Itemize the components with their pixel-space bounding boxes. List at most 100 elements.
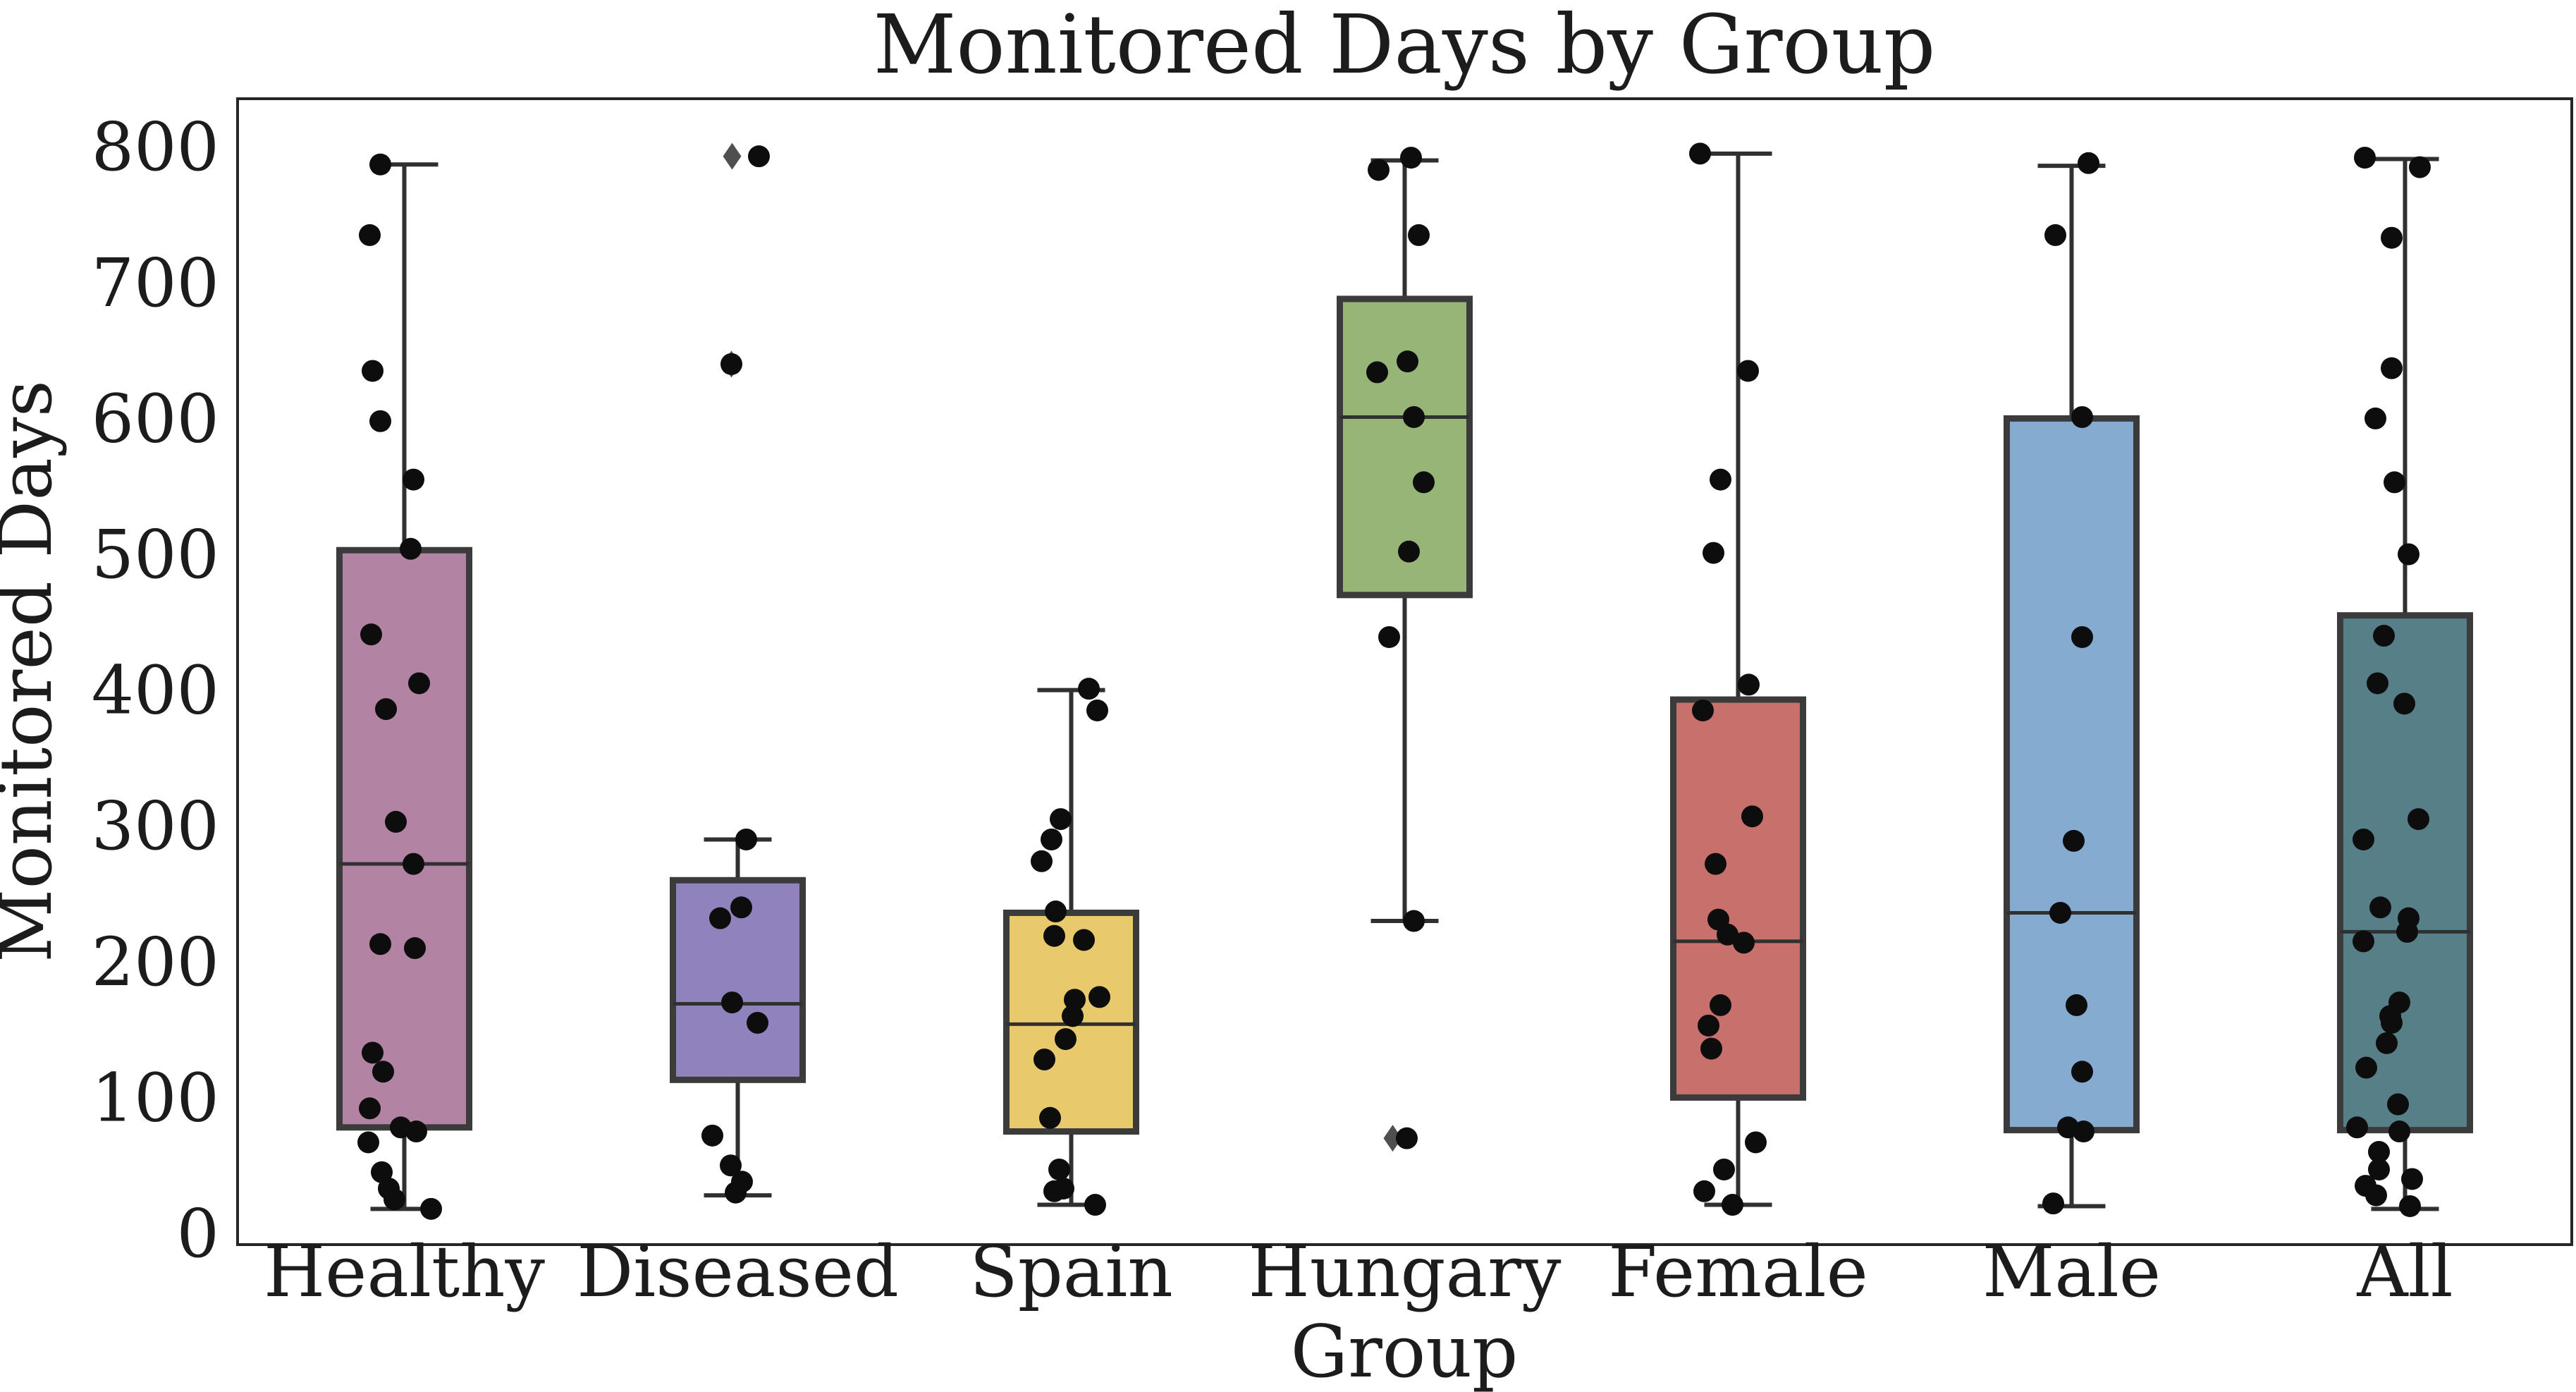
strip-point	[2071, 405, 2093, 428]
strip-point	[1733, 932, 1755, 954]
strip-point	[385, 810, 407, 833]
strip-point	[375, 698, 397, 721]
strip-point	[369, 933, 391, 956]
x-tick-label-spain: Spain	[969, 1231, 1173, 1313]
strip-point	[1713, 1158, 1735, 1180]
strip-point	[2073, 1121, 2094, 1143]
strip-point	[1703, 542, 1724, 564]
strip-point	[1062, 1005, 1084, 1027]
strip-point	[369, 410, 391, 432]
strip-point	[1700, 1037, 1722, 1060]
strip-point	[372, 1061, 394, 1083]
strip-point	[720, 1154, 742, 1177]
strip-point	[2354, 147, 2376, 169]
strip-point	[2387, 1093, 2409, 1116]
strip-point	[359, 1097, 381, 1120]
strip-point	[2381, 357, 2403, 379]
strip-point	[1705, 853, 1726, 875]
iqr-box	[1670, 696, 1806, 1101]
strip-point	[1078, 678, 1100, 700]
strip-point	[1366, 361, 1388, 384]
outlier-diamond	[723, 142, 742, 170]
strip-point	[2365, 407, 2386, 429]
strip-point	[369, 153, 391, 176]
strip-point	[1055, 1028, 1077, 1051]
strip-point	[1403, 405, 1425, 428]
strip-point	[2409, 156, 2431, 178]
strip-point	[1408, 224, 1430, 246]
strip-point	[1064, 989, 1086, 1011]
strip-point	[2353, 930, 2374, 953]
y-tick-label: 100	[92, 1059, 219, 1137]
strip-point	[747, 1011, 768, 1034]
y-tick-label: 300	[92, 788, 219, 865]
iqr-box	[336, 547, 472, 1131]
strip-point	[1041, 828, 1062, 850]
strip-point	[730, 896, 752, 919]
strip-point	[2399, 1195, 2421, 1217]
strip-point	[2078, 152, 2099, 174]
strip-point	[359, 224, 381, 246]
strip-point	[1396, 1127, 1418, 1149]
strip-point	[2408, 808, 2429, 831]
strip-point	[1048, 1158, 1070, 1180]
strip-point	[1738, 673, 1760, 696]
strip-point	[2346, 1116, 2368, 1139]
strip-point	[403, 853, 424, 875]
iqr-box	[2337, 612, 2473, 1134]
x-tick-label-all: All	[2356, 1231, 2453, 1313]
strip-point	[701, 1124, 723, 1147]
y-tick-labels: 0 100 200 300 400 500 600 700 800	[92, 109, 219, 1273]
x-axis-label: Group	[1291, 1310, 1519, 1392]
strip-point	[2042, 1192, 2064, 1215]
strip-point	[1745, 1131, 1767, 1154]
strip-point	[1717, 923, 1738, 946]
y-tick-label: 400	[92, 652, 219, 730]
strip-point	[2368, 1158, 2390, 1180]
strip-point	[2044, 224, 2066, 246]
strip-point	[405, 1121, 427, 1143]
strip-point	[1045, 900, 1067, 923]
y-axis-label: Monitored Days	[0, 380, 68, 963]
strip-point	[721, 991, 743, 1014]
y-tick-label: 500	[92, 516, 219, 594]
plot-area	[336, 142, 2473, 1220]
strip-point	[408, 672, 430, 695]
iqr-box	[2004, 415, 2140, 1134]
strip-point	[1086, 699, 1108, 721]
x-tick-label-diseased: Diseased	[577, 1231, 899, 1313]
strip-point	[1692, 699, 1714, 721]
strip-point	[2071, 1061, 2093, 1083]
strip-point	[1368, 159, 1390, 181]
box-group-all	[2337, 147, 2473, 1217]
outlier-diamond	[1383, 1125, 1402, 1152]
box-group-spain	[1003, 678, 1139, 1216]
strip-point	[1403, 910, 1425, 932]
chart-title: Monitored Days by Group	[873, 0, 1936, 92]
strip-point	[709, 907, 731, 929]
strip-point	[2376, 1032, 2398, 1054]
strip-point	[404, 937, 426, 960]
box-group-healthy	[336, 153, 472, 1220]
strip-point	[2401, 1168, 2423, 1190]
strip-point	[2381, 1011, 2403, 1034]
strip-point	[384, 1188, 405, 1211]
strip-point	[2355, 1056, 2377, 1079]
box-group-diseased	[670, 142, 806, 1204]
strip-point	[2365, 1184, 2387, 1207]
strip-point	[1084, 1194, 1106, 1216]
strip-point	[1710, 994, 1731, 1016]
strip-point	[2066, 994, 2087, 1016]
strip-point	[1039, 1106, 1061, 1129]
strip-point	[2393, 692, 2415, 715]
strip-point	[2369, 896, 2391, 919]
strip-point	[2063, 829, 2085, 852]
iqr-box	[1337, 295, 1473, 599]
strip-point	[1031, 850, 1053, 872]
x-tick-label-healthy: Healthy	[264, 1231, 546, 1313]
strip-point	[2049, 901, 2071, 924]
strip-point	[1073, 929, 1095, 951]
strip-point	[2388, 1121, 2410, 1143]
y-tick-label: 800	[92, 109, 219, 186]
